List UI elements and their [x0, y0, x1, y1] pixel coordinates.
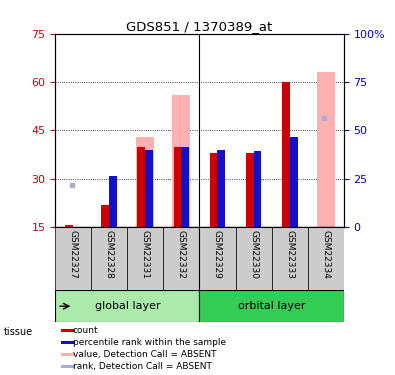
Bar [61, 329, 75, 332]
Bar [199, 227, 235, 290]
Text: GSM22332: GSM22332 [177, 230, 186, 279]
Bar [55, 290, 199, 322]
Text: global layer: global layer [94, 301, 160, 311]
Text: GSM22330: GSM22330 [249, 230, 258, 279]
Text: GSM22334: GSM22334 [321, 230, 330, 279]
Bar [91, 227, 127, 290]
Bar [272, 227, 308, 290]
Bar [254, 152, 261, 227]
Bar [164, 227, 199, 290]
Bar [181, 147, 189, 227]
Bar [173, 95, 190, 227]
Bar [246, 153, 254, 227]
Text: percentile rank within the sample: percentile rank within the sample [73, 338, 226, 347]
Bar [199, 290, 344, 322]
Text: orbital layer: orbital layer [238, 301, 305, 311]
Bar [145, 150, 153, 227]
Text: value, Detection Call = ABSENT: value, Detection Call = ABSENT [73, 350, 216, 359]
Bar [61, 353, 75, 356]
Bar [55, 227, 91, 290]
Bar [61, 341, 75, 344]
Bar [210, 153, 218, 227]
Bar [127, 227, 164, 290]
Bar [136, 137, 154, 227]
Text: rank, Detection Call = ABSENT: rank, Detection Call = ABSENT [73, 362, 211, 371]
Text: GSM22333: GSM22333 [285, 230, 294, 279]
Bar [173, 147, 181, 227]
Text: GSM22327: GSM22327 [69, 230, 78, 279]
Bar [317, 72, 335, 227]
Bar [218, 150, 226, 227]
Title: GDS851 / 1370389_at: GDS851 / 1370389_at [126, 20, 273, 33]
Bar [290, 137, 297, 227]
Text: tissue: tissue [4, 327, 33, 337]
Bar [137, 147, 145, 227]
Text: GSM22329: GSM22329 [213, 230, 222, 279]
Text: count: count [73, 326, 98, 335]
Bar [109, 176, 117, 227]
Bar [102, 204, 109, 227]
Bar [235, 227, 272, 290]
Text: GSM22331: GSM22331 [141, 230, 150, 279]
Bar [66, 225, 73, 227]
Bar [282, 82, 290, 227]
Bar [308, 227, 344, 290]
Bar [61, 365, 75, 368]
Text: GSM22328: GSM22328 [105, 230, 114, 279]
